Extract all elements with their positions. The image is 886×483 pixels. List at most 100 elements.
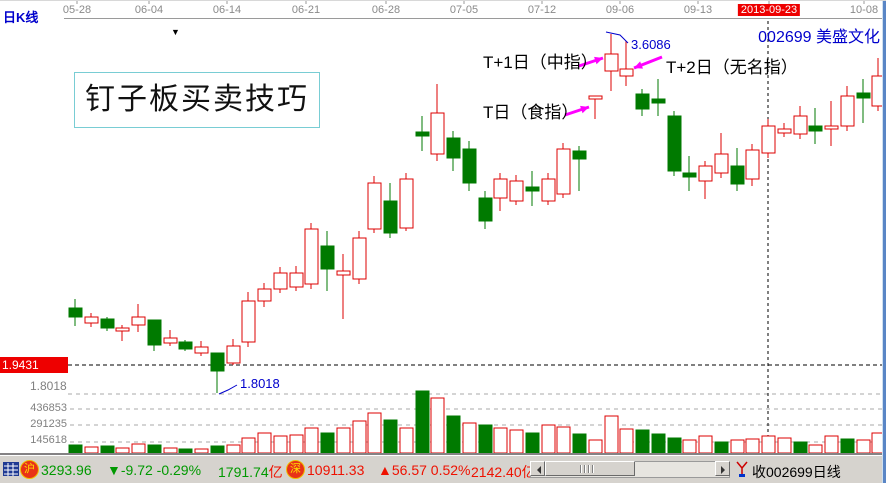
scroll-left-button[interactable] [530, 461, 545, 476]
volume-bar [509, 429, 524, 454]
date-label-highlight: 2013-09-23 [737, 4, 801, 16]
candle [525, 186, 540, 192]
candle [777, 128, 792, 134]
volume-bar [320, 432, 335, 454]
candle [635, 93, 650, 110]
sh-turnover-unit: 亿 [268, 464, 283, 480]
candle [131, 316, 146, 326]
date-label: 06-28 [371, 4, 401, 16]
date-axis-line [64, 18, 884, 19]
candle [226, 345, 241, 364]
sz-index-change: ▲56.57 0.52% [378, 462, 471, 478]
horizontal-scrollbar[interactable] [530, 461, 730, 478]
candle [682, 172, 697, 178]
magenta-arrowhead-icon [580, 105, 589, 114]
magenta-arrowhead-icon [594, 56, 603, 65]
volume-scale-label: 436853 [30, 402, 67, 414]
candle [304, 228, 319, 285]
grid-price-label: 1.8018 [30, 379, 67, 393]
candle [808, 125, 823, 132]
candle [367, 182, 382, 230]
volume-bar [714, 441, 729, 454]
candle [478, 197, 493, 222]
candle [572, 150, 587, 160]
volume-bar [604, 415, 619, 454]
volume-bar [840, 438, 855, 454]
candle [651, 98, 666, 104]
candle [462, 148, 477, 184]
sh-market-badge: 沪 [20, 460, 39, 479]
volume-bar [556, 426, 571, 454]
candle [588, 95, 603, 100]
high-price-leader-line [605, 31, 629, 44]
candle [352, 237, 367, 280]
date-label: 09-06 [605, 4, 635, 16]
candle [745, 149, 760, 180]
volume-bar [651, 433, 666, 454]
volume-bar [257, 432, 272, 454]
volume-bar [478, 424, 493, 454]
sz-index-value: 10911.33 [307, 462, 365, 478]
volume-bar [68, 444, 83, 454]
scroll-right-button[interactable] [715, 461, 730, 476]
candle [698, 165, 713, 182]
volume-bar [446, 415, 461, 454]
volume-bar [619, 428, 634, 454]
volume-bar [493, 427, 508, 454]
low-price-leader-line [218, 384, 238, 395]
volume-bar [241, 437, 256, 454]
candle [730, 165, 745, 185]
volume-bar [399, 427, 414, 454]
sz-market-badge: 深 [286, 460, 305, 479]
scroll-thumb[interactable] [545, 461, 635, 476]
annotation-t2-day: T+2日（无名指） [666, 58, 798, 77]
thumb-grip [580, 465, 594, 473]
sz-turnover-value: 2142.40 [471, 464, 522, 480]
date-label: 05-28 [62, 4, 92, 16]
volume-bar [541, 424, 556, 454]
window-right-border [882, 1, 886, 483]
volume-bar [682, 439, 697, 454]
candle [336, 270, 351, 276]
status-bar: 沪 3293.96 ▼-9.72 -0.29% 1791.74亿 深 10911… [0, 455, 886, 483]
candle [320, 245, 335, 270]
volume-bar [210, 445, 225, 454]
candle [556, 148, 571, 195]
candle [415, 131, 430, 137]
volume-bar [667, 437, 682, 454]
candle [761, 125, 776, 154]
volume-bar [793, 441, 808, 454]
volume-bar [289, 434, 304, 454]
volume-bar [273, 435, 288, 454]
candle [430, 112, 445, 155]
event-marker-icon: ▼ [171, 27, 180, 37]
date-label: 06-21 [291, 4, 321, 16]
candle [178, 341, 193, 350]
date-label: 06-14 [212, 4, 242, 16]
volume-bar [525, 432, 540, 454]
magenta-arrowhead-icon [634, 61, 643, 69]
date-label: 09-13 [683, 4, 713, 16]
period-label[interactable]: 日K线 [3, 10, 39, 25]
date-label: 07-12 [527, 4, 557, 16]
volume-bar [808, 444, 823, 454]
candle [604, 53, 619, 72]
candle [163, 337, 178, 344]
candle [714, 153, 729, 174]
volume-scale-label: 145618 [30, 434, 67, 446]
volume-bar [824, 435, 839, 454]
annotation-t1-day: T+1日（中指） [483, 53, 598, 72]
volume-bar [131, 443, 146, 454]
candle [100, 318, 115, 329]
volume-bar [635, 429, 650, 454]
volume-bar [572, 433, 587, 454]
sh-index-change: ▼-9.72 -0.29% [107, 462, 202, 478]
candle [383, 200, 398, 234]
candle [273, 272, 288, 290]
candle [68, 307, 83, 318]
sz-turnover: 2142.40亿 [471, 462, 536, 482]
candle [793, 115, 808, 135]
volume-bar [304, 427, 319, 454]
